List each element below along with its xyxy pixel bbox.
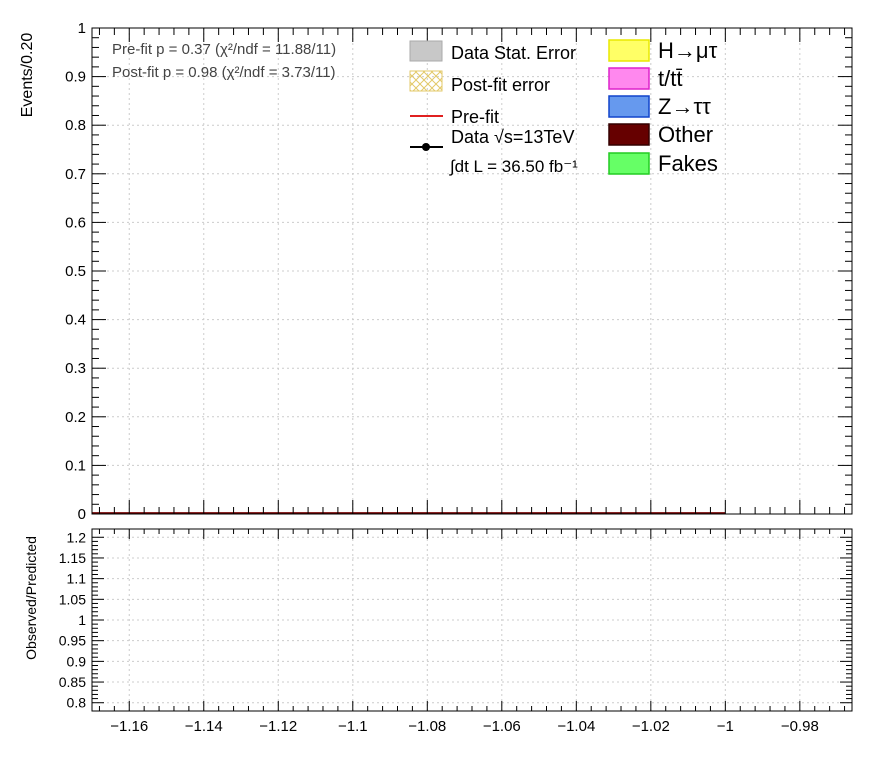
ratio-x-ticks: −1.16 −1.14 −1.12 −1.1 −1.08 −1.06 −1.04 −1.02 −…: [98, 529, 846, 735]
legend-lumi-label: ∫dt L = 36.50 fb⁻¹: [449, 157, 578, 176]
ratio-grid: [92, 529, 852, 711]
main-y-tick-label: 1: [78, 20, 86, 37]
main-grid: [92, 27, 852, 515]
main-y-tick-label: 0.6: [65, 214, 86, 231]
main-y-tick-label: 0.9: [65, 69, 86, 86]
legend-data-stat-error: Data Stat. Error: [409, 40, 576, 63]
legend-right-entry: Fakes: [608, 151, 718, 176]
ratio-y-tick-label: 0.9: [67, 653, 87, 669]
ratio-x-tick-label: −1.16: [110, 718, 148, 735]
ratio-y-tick-label: 1.15: [59, 550, 86, 566]
ratio-y-tick-label: 1.2: [67, 529, 87, 545]
legend-label-post-fit-error: Post-fit error: [451, 75, 550, 95]
ratio-x-tick-label: −1: [717, 718, 734, 735]
legend-swatch-data-marker: [422, 143, 430, 151]
main-panel: 0 0.1 0.2 0.3 0.4 0.5 0.6 0.7 0.8 0.9 1 Events/0.2…: [19, 20, 853, 523]
legend-label: H→μτ: [658, 38, 718, 63]
ratio-y-tick-label: 0.8: [67, 695, 87, 711]
ratio-y-tick-label: 0.95: [59, 633, 86, 649]
legend-label-pre-fit: Pre-fit: [451, 107, 499, 127]
ratio-y-tick-label: 1: [78, 612, 86, 628]
legend-swatch: [608, 95, 650, 118]
main-y-tick-label: 0.8: [65, 117, 86, 134]
legend-swatch: [608, 67, 650, 90]
ratio-x-tick-label: −0.98: [781, 718, 819, 735]
ratio-x-tick-label: −1.04: [557, 718, 595, 735]
main-y-tick-label: 0: [78, 506, 86, 523]
ratio-y-axis-label: Observed/Predicted: [23, 536, 39, 660]
ratio-y-ticks: 0.8 0.85 0.9 0.95 1 1.05 1.1 1.15 1.2: [59, 529, 852, 711]
legend-right: H→μτ t/tt̄ Z→ττ Other Fakes: [608, 38, 718, 176]
main-y-tick-label: 0.1: [65, 457, 86, 474]
ratio-x-tick-label: −1.14: [185, 718, 223, 735]
legend-label: Other: [658, 122, 713, 147]
ratio-panel: 0.8 0.85 0.9 0.95 1 1.05 1.1 1.15 1.2 −1.16 −1.14…: [23, 528, 853, 735]
legend-label-data: Data √s=13TeV: [451, 127, 574, 147]
ratio-y-tick-label: 1.05: [59, 591, 86, 607]
legend-label: t/tt̄: [658, 66, 682, 91]
legend-right-entry: Z→ττ: [608, 94, 711, 119]
ratio-y-tick-label: 0.85: [59, 674, 86, 690]
main-y-tick-label: 0.2: [65, 409, 86, 426]
main-y-axis-label: Events/0.20: [19, 33, 36, 118]
ratio-x-tick-label: −1.06: [483, 718, 521, 735]
ratio-x-tick-label: −1.08: [408, 718, 446, 735]
legend-post-fit-error: Post-fit error: [409, 70, 550, 95]
main-y-tick-label: 0.3: [65, 360, 86, 377]
main-y-tick-label: 0.7: [65, 166, 86, 183]
legend-swatch: [608, 152, 650, 175]
fit-info-postfit: Post-fit p = 0.98 (χ²/ndf = 3.73/11): [112, 64, 336, 81]
legend-right-entry: H→μτ: [608, 38, 718, 63]
legend-left: Data Stat. Error Post-fit error Pre-fit …: [409, 40, 578, 176]
legend-pre-fit: Pre-fit: [410, 107, 499, 127]
main-x-ticks: [98, 28, 846, 514]
legend-swatch: [608, 39, 650, 62]
ratio-x-tick-label: −1.12: [259, 718, 297, 735]
main-y-tick-label: 0.4: [65, 312, 86, 329]
ratio-y-tick-label: 1.1: [67, 571, 87, 587]
ratio-x-tick-label: −1.1: [338, 718, 368, 735]
main-y-tick-label: 0.5: [65, 263, 86, 280]
legend-swatch: [608, 123, 650, 146]
legend-swatch-stat-error: [409, 40, 443, 62]
legend-right-entry: t/tt̄: [608, 66, 682, 91]
legend-swatch-post-fit-error: [409, 70, 443, 92]
legend-data: Data √s=13TeV ∫dt L = 36.50 fb⁻¹: [410, 127, 578, 176]
fit-info-prefit: Pre-fit p = 0.37 (χ²/ndf = 11.88/11): [112, 41, 336, 58]
legend-label-stat-error: Data Stat. Error: [451, 43, 576, 63]
main-y-ticks: 0 0.1 0.2 0.3 0.4 0.5 0.6 0.7 0.8 0.9 1: [65, 20, 852, 523]
legend-label: Z→ττ: [658, 94, 711, 119]
legend-right-entry: Other: [608, 122, 713, 147]
ratio-x-tick-label: −1.02: [632, 718, 670, 735]
legend-label: Fakes: [658, 151, 718, 176]
